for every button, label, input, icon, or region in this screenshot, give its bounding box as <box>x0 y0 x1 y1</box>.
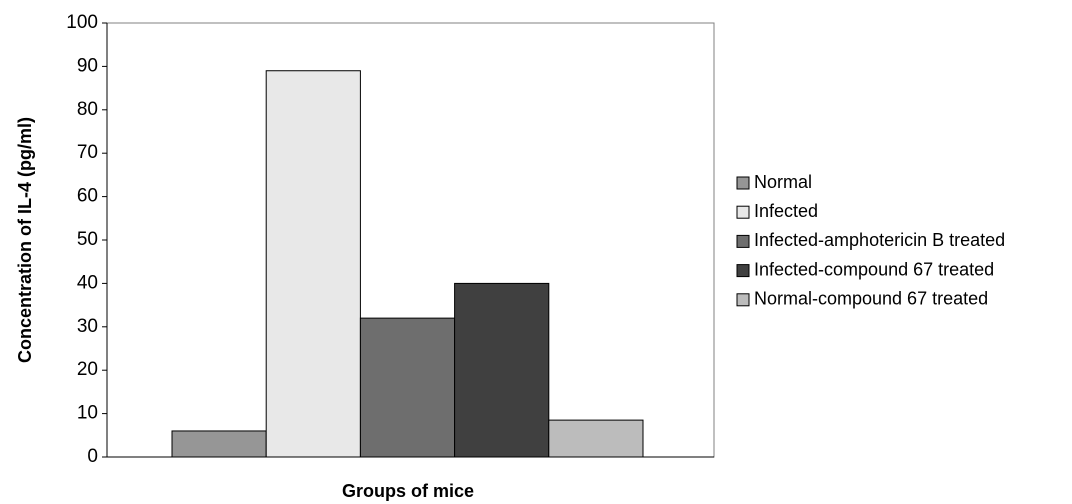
y-tick-label: 50 <box>77 229 98 250</box>
y-tick-label: 40 <box>77 272 98 293</box>
legend-swatch <box>736 293 750 307</box>
x-axis-title: Groups of mice <box>342 481 474 501</box>
bar-4 <box>454 282 550 458</box>
bar-5 <box>548 419 644 458</box>
legend-label: Normal <box>754 172 812 192</box>
y-tick-label: 60 <box>77 186 98 207</box>
legend-label: Infected-compound 67 treated <box>754 259 994 279</box>
y-axis-ticks: 0 10 20 30 40 50 60 70 80 90 100 <box>66 12 107 467</box>
y-tick-label: 100 <box>66 12 98 33</box>
bar-2 <box>265 70 361 458</box>
legend-label: Normal-compound 67 treated <box>754 289 988 309</box>
legend-swatch <box>736 176 750 190</box>
y-tick-label: 80 <box>77 99 98 120</box>
y-tick-label: 0 <box>87 446 98 467</box>
y-tick-label: 10 <box>77 403 98 424</box>
legend-swatch <box>736 205 750 219</box>
legend-label: Infected-amphotericin B treated <box>754 230 1005 250</box>
legend-label: Infected <box>754 201 818 221</box>
y-axis-title: Concentration of IL-4 (pg/ml) <box>15 117 35 363</box>
bar-3 <box>359 317 456 458</box>
legend: Normal Infected Infected-amphotericin B tr… <box>736 172 1005 309</box>
legend-swatch <box>736 264 750 278</box>
legend-swatch <box>736 234 750 248</box>
bar-1 <box>171 430 267 458</box>
y-tick-label: 90 <box>77 55 98 76</box>
bars <box>171 70 644 458</box>
y-tick-label: 20 <box>77 359 98 380</box>
y-tick-label: 70 <box>77 142 98 163</box>
y-tick-label: 30 <box>77 316 98 337</box>
